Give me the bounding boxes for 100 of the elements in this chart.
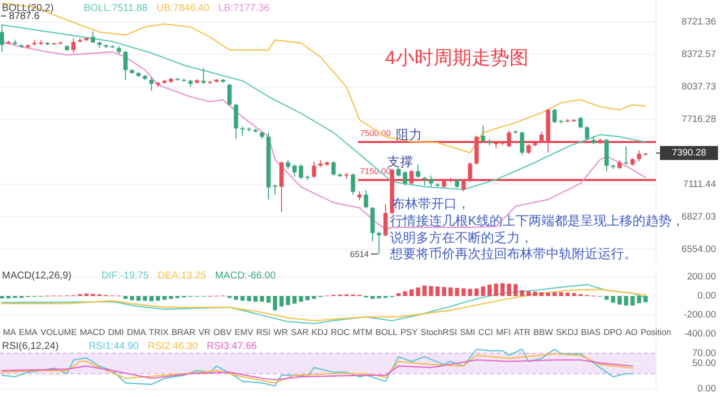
series-label: UB:7846.40 xyxy=(156,3,210,14)
text: DIF:-19.75 xyxy=(101,270,150,282)
candlestick xyxy=(149,76,154,92)
bar xyxy=(604,296,609,300)
bar xyxy=(526,291,531,296)
annotation: 阻力 xyxy=(396,127,422,142)
bar xyxy=(305,296,310,300)
bar xyxy=(416,287,420,296)
bar xyxy=(136,296,141,301)
chart-title: MACD(12,26,9) xyxy=(2,270,72,282)
line-series xyxy=(1,359,634,380)
annotation: BIAS xyxy=(580,327,601,337)
bar xyxy=(461,288,466,296)
y-tick-label: 8037.73 xyxy=(682,81,716,92)
annotation: 4小时周期走势图 xyxy=(385,48,529,69)
bar xyxy=(162,296,167,300)
bar xyxy=(552,292,557,296)
y-tick-label: -200.00 xyxy=(684,310,716,321)
candlestick xyxy=(312,160,316,178)
y-tick-label: 0.00 xyxy=(698,290,716,302)
y-tick-label: 6827.03 xyxy=(682,211,716,222)
annotation: KDJ xyxy=(312,327,328,337)
text: RSI2:46.30 xyxy=(148,341,198,352)
annotation: TRIX xyxy=(149,327,169,337)
y-tick-label: 7716.28 xyxy=(682,114,716,125)
bar xyxy=(454,288,460,296)
line-series xyxy=(1,2,646,154)
y-tick-label: 50.00 xyxy=(692,358,716,370)
y-tick-label: -400.00 xyxy=(684,328,716,340)
text: DEA:13.25 xyxy=(158,270,207,282)
annotation: EMA xyxy=(18,327,38,337)
candlestick xyxy=(520,130,524,156)
annotation: BOLL xyxy=(375,327,398,337)
annotation: WR xyxy=(274,327,288,337)
annotation: 支撑 xyxy=(387,154,413,170)
annotation: StochRSI xyxy=(420,327,457,337)
line-series xyxy=(1,24,646,190)
text: 7390.28 xyxy=(672,148,706,159)
bar xyxy=(487,284,492,296)
bar xyxy=(618,296,622,305)
annotation: EMV xyxy=(234,327,254,337)
bar xyxy=(442,286,446,296)
candlestick xyxy=(298,164,304,180)
bar xyxy=(260,296,264,302)
annotation: DPO xyxy=(604,327,622,337)
chart-title: RSI(6,12,24) xyxy=(2,341,59,352)
annotation: MTM xyxy=(352,327,372,337)
annotation: ATR xyxy=(514,327,530,337)
bar xyxy=(123,296,128,299)
annotation: ROC xyxy=(330,327,350,337)
candlestick xyxy=(539,130,544,144)
annotation: BRAR xyxy=(172,327,196,337)
candlestick xyxy=(201,68,206,84)
candlestick xyxy=(350,172,356,196)
candlestick xyxy=(480,124,486,143)
candlestick xyxy=(383,203,388,238)
bar xyxy=(370,296,375,299)
annotation: RSI xyxy=(256,327,271,337)
annotation: SKDJ xyxy=(556,327,578,337)
bar xyxy=(396,293,401,296)
bar xyxy=(272,296,278,310)
bar xyxy=(428,286,434,296)
bar xyxy=(130,296,134,300)
annotation: PSY xyxy=(400,327,418,337)
annotation: 8787.6 xyxy=(9,11,40,22)
annotation: MA xyxy=(3,327,16,337)
bar xyxy=(500,283,505,296)
bar xyxy=(312,296,316,299)
bar xyxy=(286,296,290,306)
y-tick-label: 8372.57 xyxy=(682,48,716,60)
annotation: 6514 xyxy=(350,249,370,259)
series-label: MACD:-66.00 xyxy=(215,270,276,282)
annotation: 想要将币价再次拉回布林带中轨附近运行。 xyxy=(389,246,637,261)
y-tick-label: 8721.36 xyxy=(682,16,716,28)
bar xyxy=(292,296,297,304)
candlestick xyxy=(552,108,557,124)
annotation: DMA xyxy=(126,327,146,337)
bar xyxy=(402,291,408,296)
bar xyxy=(435,286,440,296)
annotation: SMI xyxy=(460,327,476,337)
bar xyxy=(253,296,258,302)
annotation: VR xyxy=(198,327,210,337)
candlestick xyxy=(416,164,420,178)
candlestick xyxy=(0,24,4,52)
bar xyxy=(149,296,154,302)
candlestick xyxy=(402,170,408,186)
annotation: AO xyxy=(625,327,638,337)
candlestick xyxy=(428,175,434,188)
bar xyxy=(240,296,245,301)
annotation: OBV xyxy=(213,327,232,337)
bar xyxy=(539,292,544,296)
y-tick-label: 7111.44 xyxy=(683,178,716,190)
candlestick xyxy=(292,164,297,178)
candlestick xyxy=(71,38,76,54)
candlestick xyxy=(331,160,336,176)
y-tick-label: 70.00 xyxy=(692,348,716,359)
bar xyxy=(624,296,628,306)
annotation: 说明多方在不断的乏力， xyxy=(390,230,533,245)
annotation: MFI xyxy=(496,327,511,337)
bar xyxy=(234,296,238,300)
